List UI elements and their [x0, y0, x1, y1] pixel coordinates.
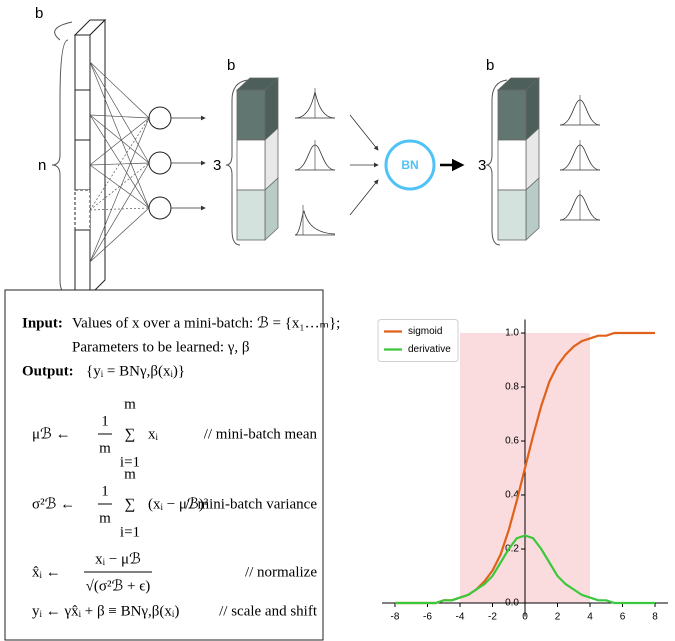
brace — [52, 40, 70, 296]
text: Parameters to be learned: γ, β — [72, 339, 250, 355]
label: 3 — [213, 157, 221, 174]
label: n — [38, 157, 46, 174]
fraction-numerator: 1 — [101, 483, 109, 499]
sum-operator: ∑ — [125, 496, 136, 512]
x-tick-label: -2 — [488, 612, 497, 623]
y-tick-label: 0.8 — [505, 382, 519, 393]
comment: // normalize — [245, 564, 317, 580]
x-tick-label: -4 — [456, 612, 465, 623]
arrows — [171, 118, 205, 208]
formula-lhs: x̂ᵢ ← — [32, 564, 61, 580]
text: Values of x over a mini-batch: ℬ = {x₁…ₘ… — [72, 315, 340, 331]
x-tick-label: -6 — [423, 612, 432, 623]
distribution-icon — [560, 140, 600, 170]
x-tick-label: 6 — [620, 612, 626, 623]
arrows — [350, 115, 378, 215]
label: b — [486, 57, 494, 74]
label: 3 — [478, 157, 486, 174]
network-diagram: b n b 3 BN 3 b — [35, 5, 600, 296]
distribution-icon — [560, 95, 600, 125]
y-tick-label: 0.6 — [505, 436, 519, 447]
formula-lhs: σ²ℬ ← — [32, 496, 75, 512]
sum-bottom: i=1 — [120, 524, 140, 540]
heading: Input: — [22, 315, 63, 331]
input-stack — [75, 20, 105, 295]
legend-label: sigmoid — [408, 326, 442, 337]
fraction-denominator: √(σ²ℬ + ϵ) — [86, 578, 151, 594]
fraction-numerator: 1 — [101, 413, 109, 429]
distribution-icon — [560, 190, 600, 220]
neurons — [149, 107, 171, 219]
x-tick-label: 4 — [587, 612, 593, 623]
fraction-denominator: m — [99, 440, 111, 456]
formula-body: xᵢ — [148, 426, 159, 442]
x-tick-label: -8 — [391, 612, 400, 623]
y-tick-label: 0.0 — [505, 598, 519, 609]
output-tensor — [498, 78, 539, 240]
formula-lhs: μℬ ← — [32, 426, 71, 442]
y-tick-label: 1.0 — [505, 328, 519, 339]
label: b — [35, 5, 43, 22]
brace — [55, 22, 72, 40]
distribution-icon — [295, 205, 335, 235]
sum-operator: ∑ — [125, 426, 136, 442]
x-tick-label: 8 — [652, 612, 658, 623]
formula-lhs: yᵢ ← γx̂ᵢ + β ≡ BNγ,β(xᵢ) — [32, 603, 179, 619]
fraction-denominator: m — [99, 510, 111, 526]
distribution-icon — [295, 140, 335, 170]
comment: // scale and shift — [219, 603, 318, 619]
heading: Output: — [22, 363, 74, 379]
label: b — [227, 57, 235, 74]
fraction-numerator: xᵢ − μℬ — [95, 551, 141, 567]
algorithm-box: Input: Values of x over a mini-batch: ℬ … — [5, 290, 340, 640]
sum-top: m — [124, 396, 136, 412]
x-tick-label: 0 — [522, 612, 528, 623]
x-tick-label: 2 — [555, 612, 561, 623]
sum-top: m — [124, 466, 136, 482]
figure: b n b 3 BN 3 b Input: Values of x over a — [0, 0, 675, 641]
distribution-icon — [295, 88, 335, 118]
bn-label: BN — [401, 158, 418, 172]
legend-label: derivative — [408, 344, 451, 355]
text: {yᵢ = BNγ,β(xᵢ)} — [86, 363, 185, 379]
hidden-tensor — [237, 78, 278, 240]
comment: // mini-batch variance — [185, 496, 317, 512]
comment: // mini-batch mean — [204, 426, 318, 442]
